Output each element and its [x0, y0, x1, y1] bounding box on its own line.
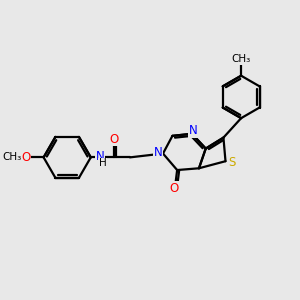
Text: S: S: [228, 156, 236, 169]
Text: N: N: [95, 150, 104, 163]
Text: N: N: [154, 146, 163, 159]
Text: H: H: [99, 158, 106, 168]
Text: N: N: [189, 124, 198, 137]
Text: O: O: [109, 133, 119, 146]
Text: CH₃: CH₃: [2, 152, 22, 162]
Text: O: O: [169, 182, 179, 195]
Text: CH₃: CH₃: [232, 55, 251, 64]
Text: O: O: [21, 151, 31, 164]
